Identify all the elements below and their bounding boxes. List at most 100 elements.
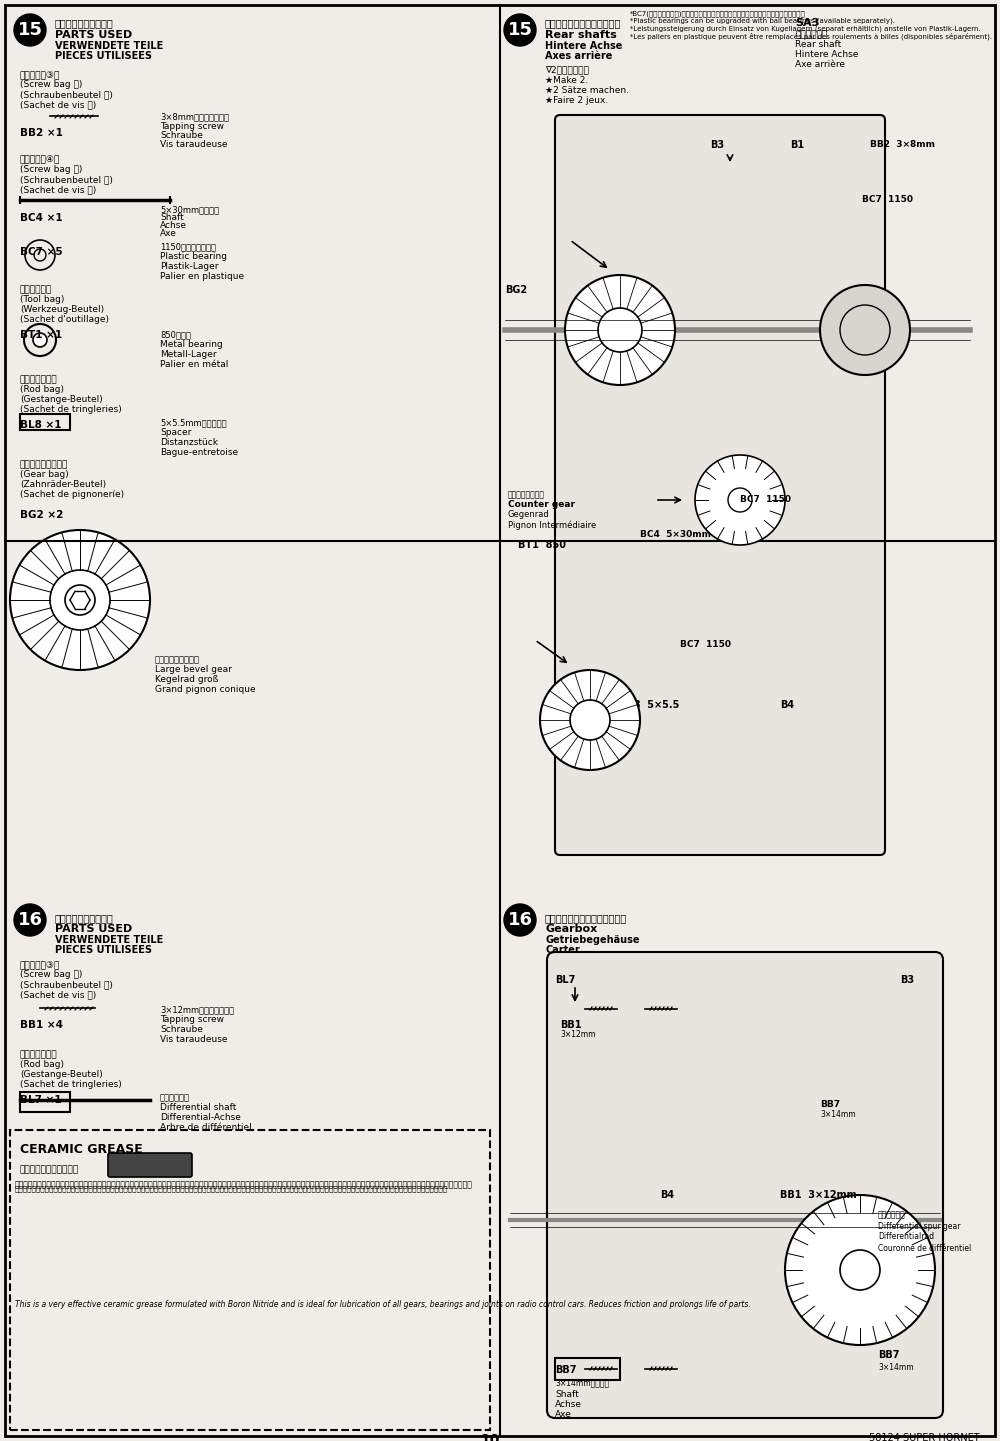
Text: (Sachet de tringleries): (Sachet de tringleries)	[20, 1079, 122, 1089]
Text: Carter: Carter	[545, 945, 580, 955]
Text: BB2 ×1: BB2 ×1	[20, 128, 63, 138]
Text: B1: B1	[790, 140, 804, 150]
Bar	[20, 414, 70, 429]
Text: ベベルギヤー（大）: ベベルギヤー（大）	[155, 656, 200, 664]
Text: (Screw bag Ⓒ): (Screw bag Ⓒ)	[20, 166, 82, 174]
Text: Vis taraudeuse: Vis taraudeuse	[160, 1035, 228, 1043]
Text: PIECES UTILISEES: PIECES UTILISEES	[55, 50, 152, 61]
Text: ファインセラミックの原料として使われるボロンナイトライドの微粒子を配合した高性能グリスです。特に機械部パーツに効果的。ギヤーや歯受け、ジョイント部分などにつけて: ファインセラミックの原料として使われるボロンナイトライドの微粒子を配合した高性能…	[15, 1185, 448, 1192]
Text: タミヤセラミックグリス: タミヤセラミックグリス	[20, 1164, 79, 1174]
Text: Hintere Achse: Hintere Achse	[545, 40, 622, 50]
FancyBboxPatch shape	[108, 1153, 192, 1177]
Text: ファインセラミックの原料として使われるボロンナイトライドの微粒子を配合した高性能グリスです。特に機械部パーツに効果的。ギヤーや歯受け、ジョイント部分などにつけて: ファインセラミックの原料として使われるボロンナイトライドの微粒子を配合した高性能…	[15, 1180, 473, 1189]
Text: BC4 ×1: BC4 ×1	[20, 213, 63, 223]
Text: Kegelrad groß: Kegelrad groß	[155, 674, 218, 684]
Text: デフキャリヤ: デフキャリヤ	[878, 1210, 906, 1219]
Text: 「ギヤーボックスのくみたて」: 「ギヤーボックスのくみたて」	[545, 914, 627, 924]
Circle shape	[14, 14, 46, 46]
Text: Counter gear: Counter gear	[508, 500, 575, 509]
Circle shape	[695, 455, 785, 545]
Text: Vis taraudeuse: Vis taraudeuse	[160, 140, 228, 148]
Text: ∇2個作ります。: ∇2個作ります。	[545, 65, 589, 73]
Text: Schraube: Schraube	[160, 131, 203, 140]
Text: Tapping screw: Tapping screw	[160, 122, 224, 131]
Text: PARTS USED: PARTS USED	[55, 924, 132, 934]
Text: CERAMIC GREASE: CERAMIC GREASE	[20, 1143, 143, 1156]
Text: Differential spur gear: Differential spur gear	[878, 1222, 960, 1231]
Text: Shaft: Shaft	[555, 1391, 579, 1399]
Text: B3: B3	[900, 976, 914, 986]
Text: 3×14mm: 3×14mm	[820, 1110, 856, 1120]
Text: SA3: SA3	[795, 17, 819, 27]
Text: Gearbox: Gearbox	[545, 924, 597, 934]
Text: Grand pignon conique: Grand pignon conique	[155, 684, 256, 695]
Text: Pignon Intermédiaire: Pignon Intermédiaire	[508, 520, 596, 529]
Text: カウンターギヤー: カウンターギヤー	[508, 490, 545, 499]
Text: (Schraubenbeutel Ⓒ): (Schraubenbeutel Ⓒ)	[20, 174, 113, 184]
Text: Differential-Achse: Differential-Achse	[160, 1112, 241, 1123]
Text: Rear shafts: Rear shafts	[545, 30, 617, 40]
Text: （ロッド袋詰）: （ロッド袋詰）	[20, 1050, 58, 1059]
Text: VERWENDETE TEILE: VERWENDETE TEILE	[55, 40, 163, 50]
Text: (Screw bag Ⓑ): (Screw bag Ⓑ)	[20, 81, 82, 89]
Text: BB7: BB7	[878, 1350, 900, 1360]
Text: (Schraubenbeutel Ⓑ): (Schraubenbeutel Ⓑ)	[20, 980, 113, 989]
Text: Arbre de différentiel: Arbre de différentiel	[160, 1123, 252, 1133]
Polygon shape	[580, 120, 870, 850]
Text: BC7 ×5: BC7 ×5	[20, 246, 63, 256]
Text: (Werkzeug-Beutel): (Werkzeug-Beutel)	[20, 305, 104, 314]
Text: BB7: BB7	[820, 1099, 840, 1110]
Text: BG2 ×2: BG2 ×2	[20, 510, 63, 520]
Text: BL7 ×1: BL7 ×1	[20, 1095, 62, 1105]
Text: BB7: BB7	[555, 1365, 576, 1375]
FancyBboxPatch shape	[555, 115, 885, 855]
Text: リヤシャフト: リヤシャフト	[795, 30, 827, 39]
Circle shape	[504, 14, 536, 46]
Text: BC4  5×30mm: BC4 5×30mm	[640, 530, 711, 539]
Text: (Gestange-Beutel): (Gestange-Beutel)	[20, 1071, 103, 1079]
Text: Rear shaft: Rear shaft	[795, 40, 841, 49]
Text: 5×30mmシャフト: 5×30mmシャフト	[160, 205, 219, 215]
Text: Shaft: Shaft	[160, 213, 184, 222]
Text: (Sachet de tringleries): (Sachet de tringleries)	[20, 405, 122, 414]
Text: BL8 ×1: BL8 ×1	[20, 419, 62, 429]
Text: BG2: BG2	[505, 285, 527, 295]
Text: Hintere Achse: Hintere Achse	[795, 50, 858, 59]
Text: 15: 15	[18, 22, 42, 39]
Circle shape	[14, 904, 46, 937]
Text: PIECES UTILISEES: PIECES UTILISEES	[55, 945, 152, 955]
Text: 850メタル: 850メタル	[160, 330, 191, 339]
Text: BT1  850: BT1 850	[518, 540, 566, 550]
Text: Achse: Achse	[555, 1401, 582, 1409]
Text: B3: B3	[710, 140, 724, 150]
Text: B4: B4	[660, 1190, 674, 1200]
Text: (Gear bag): (Gear bag)	[20, 470, 69, 478]
Text: BB1  3×12mm: BB1 3×12mm	[780, 1190, 857, 1200]
Text: BC7  1150: BC7 1150	[740, 496, 791, 504]
Text: 15: 15	[508, 22, 532, 39]
Text: Bague-entretoise: Bague-entretoise	[160, 448, 238, 457]
Text: （プラギヤー袋詰）: （プラギヤー袋詰）	[20, 460, 68, 468]
Circle shape	[504, 904, 536, 937]
Text: 58124 SUPER HORNET: 58124 SUPER HORNET	[869, 1432, 980, 1441]
Text: Plastik-Lager: Plastik-Lager	[160, 262, 218, 271]
FancyBboxPatch shape	[547, 953, 943, 1418]
Text: Tapping screw: Tapping screw	[160, 1014, 224, 1025]
Text: （ロッド袋詰）: （ロッド袋詰）	[20, 375, 58, 383]
Text: （ビス袋詰④）: （ビス袋詰④）	[20, 156, 60, 164]
Text: BL8  5×5.5: BL8 5×5.5	[620, 700, 679, 710]
Text: (Tool bag): (Tool bag)	[20, 295, 64, 304]
Text: ★2 Sätze machen.: ★2 Sätze machen.	[545, 86, 629, 95]
Text: 「リヤシャフトの取り付け」: 「リヤシャフトの取り付け」	[545, 17, 621, 27]
Text: BL7: BL7	[555, 976, 575, 986]
Text: （ビス袋詰③）: （ビス袋詰③）	[20, 71, 60, 79]
Text: Metal bearing: Metal bearing	[160, 340, 223, 349]
Text: ★Make 2.: ★Make 2.	[545, 76, 588, 85]
Text: 3×8mmタッピングビス: 3×8mmタッピングビス	[160, 112, 229, 121]
Text: Differentialrad: Differentialrad	[878, 1232, 934, 1241]
Text: 16: 16	[18, 911, 42, 929]
Text: 「使用する小物金具」: 「使用する小物金具」	[55, 914, 114, 924]
Text: B4: B4	[780, 700, 794, 710]
Text: (Screw bag Ⓑ): (Screw bag Ⓑ)	[20, 970, 82, 978]
Text: (Rod bag): (Rod bag)	[20, 385, 64, 393]
